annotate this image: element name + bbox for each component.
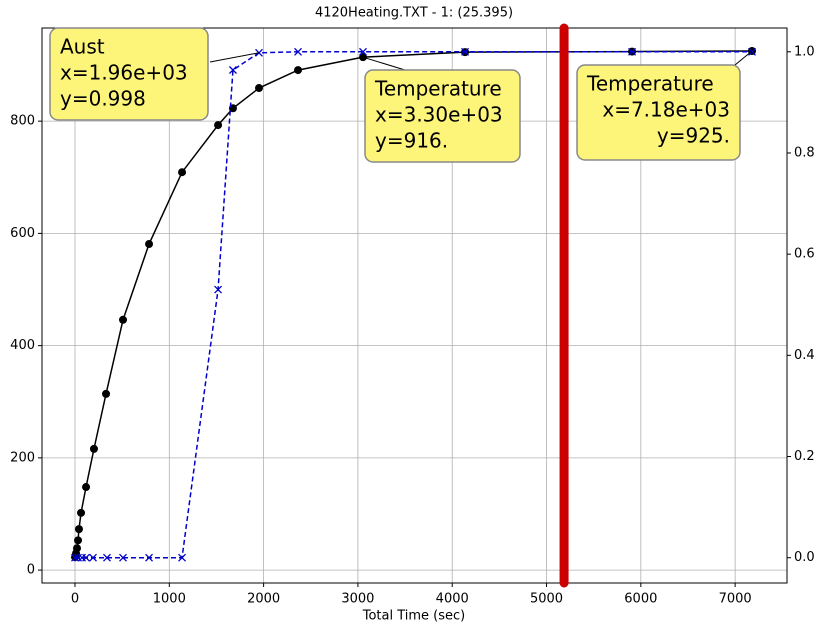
chart-title: 4120Heating.TXT - 1: (25.395)	[315, 6, 513, 21]
point	[119, 315, 128, 324]
point	[294, 66, 303, 75]
point	[103, 553, 111, 562]
annotation-text: y=916.	[375, 129, 448, 153]
annotation-text: Aust	[60, 35, 105, 59]
point	[178, 553, 187, 562]
point	[71, 553, 79, 562]
point	[214, 121, 223, 130]
point	[214, 285, 223, 294]
annotation-box	[576, 64, 741, 161]
annotation-text: x=1.96e+03	[60, 61, 188, 85]
y-tick-label: 600	[10, 226, 35, 241]
y-tick-label: 200	[10, 450, 35, 465]
x-tick-label: 0	[71, 592, 79, 607]
annotation-text: Temperature	[586, 72, 714, 96]
point	[461, 47, 470, 56]
annotation-text: Temperature	[374, 77, 502, 101]
point	[359, 47, 367, 56]
x-tick-label: 2000	[247, 592, 280, 607]
point	[89, 444, 98, 453]
annotation-arrow	[734, 50, 753, 66]
annotation-box	[364, 69, 521, 163]
y-tick-label: 0	[27, 563, 35, 578]
point	[74, 536, 83, 545]
annotation-arrow	[209, 52, 260, 63]
y-tick-label: 800	[10, 114, 35, 129]
point	[72, 544, 81, 553]
plot-frame	[41, 27, 788, 584]
x-tick-label: 1000	[153, 592, 186, 607]
y2-tick-label: 0.6	[794, 247, 815, 262]
point	[102, 389, 111, 398]
annotation-text: y=925.	[657, 124, 730, 148]
point	[178, 168, 187, 177]
point	[82, 483, 91, 492]
annotation-box	[49, 27, 209, 121]
annotation-text: x=3.30e+03	[375, 103, 503, 127]
point	[254, 84, 263, 93]
point	[145, 240, 154, 249]
x-tick-label: 7000	[719, 592, 752, 607]
y2-tick-label: 0.8	[794, 145, 815, 160]
point	[294, 47, 302, 56]
point	[89, 553, 97, 562]
y2-tick-label: 0.2	[794, 449, 815, 464]
x-tick-label: 3000	[341, 592, 374, 607]
point	[74, 525, 83, 534]
annotation-text: x=7.18e+03	[602, 98, 730, 122]
point	[628, 47, 637, 56]
x-axis-label: Total Time (sec)	[362, 609, 466, 624]
y-tick-label: 400	[10, 338, 35, 353]
x-tick-label: 4000	[436, 592, 469, 607]
x-tick-label: 5000	[530, 592, 563, 607]
y2-tick-label: 0.4	[794, 348, 815, 363]
point	[145, 553, 153, 562]
point	[77, 508, 86, 517]
point	[229, 66, 237, 74]
point	[119, 553, 127, 562]
annotation-arrow	[362, 56, 406, 71]
annotation-text: y=0.998	[60, 87, 146, 111]
point	[82, 553, 90, 562]
x-tick-label: 6000	[624, 592, 657, 607]
y2-tick-label: 1.0	[794, 44, 815, 59]
y2-tick-label: 0.0	[794, 550, 815, 565]
point	[748, 47, 756, 56]
